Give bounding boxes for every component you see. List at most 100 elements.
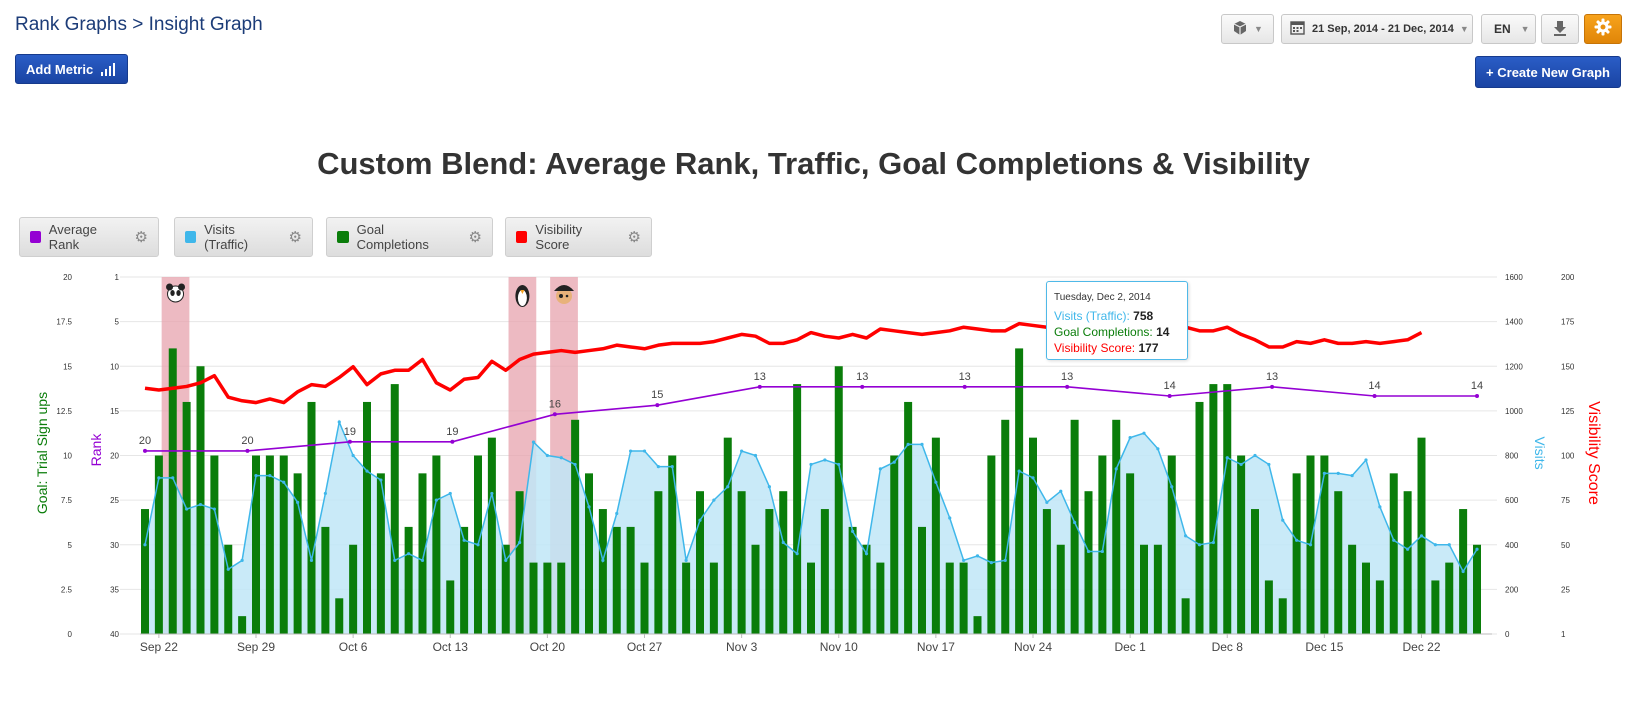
visits-point	[1239, 462, 1243, 467]
legend-goal-completions[interactable]: Goal Completions ⚙	[326, 217, 493, 257]
goal-bar	[1362, 562, 1370, 634]
visits-point	[1170, 485, 1174, 489]
goal-bar	[931, 437, 940, 634]
gear-icon[interactable]: ⚙	[468, 229, 482, 246]
rank-data-label: 14	[1471, 380, 1483, 392]
visits-point	[1322, 471, 1326, 475]
pirate-icon	[554, 285, 575, 304]
visits-point	[198, 502, 203, 507]
visits-point	[656, 465, 660, 469]
goal-bar	[1389, 473, 1398, 634]
visits-tick-label: 0	[1505, 630, 1510, 639]
tooltip-date: Tuesday, Dec 2, 2014	[1054, 292, 1151, 303]
project-selector-dropdown[interactable]: ▼	[1221, 14, 1274, 44]
visibility-line	[144, 316, 1423, 405]
rank-point	[143, 448, 147, 453]
legend-average-rank[interactable]: Average Rank ⚙	[19, 217, 159, 257]
rank-data-label: 13	[1266, 371, 1278, 383]
goal-bar	[238, 616, 247, 634]
goal-bar	[1112, 419, 1121, 634]
download-button[interactable]	[1541, 14, 1579, 44]
goal-bar	[418, 473, 427, 634]
x-tick-label: Oct 13	[433, 640, 469, 654]
panda-face	[167, 285, 185, 303]
goal-bar	[1473, 544, 1481, 634]
language-selector[interactable]: EN ▼	[1481, 14, 1536, 44]
goal-bar	[196, 366, 205, 634]
goal-tick-label: 0	[68, 630, 73, 639]
visits-point	[185, 507, 189, 511]
visibility-axis-title: Visibility Score	[1585, 401, 1602, 505]
visits-point	[1364, 458, 1368, 462]
goal-bar	[460, 526, 469, 634]
goal-bar	[709, 562, 718, 634]
goal-bar	[182, 401, 191, 634]
cube-icon	[1232, 20, 1248, 39]
visits-point	[351, 453, 355, 458]
rank-point	[245, 448, 250, 453]
visits-tick-label: 800	[1505, 452, 1519, 461]
goal-bar	[1056, 544, 1065, 634]
visits-point	[781, 540, 785, 545]
goal-bar	[293, 473, 302, 634]
visibility-tick-label: 100	[1561, 452, 1575, 461]
legend-visits[interactable]: Visits (Traffic) ⚙	[174, 217, 313, 257]
date-range-picker[interactable]: 21 Sep, 2014 - 21 Dec, 2014 ▼	[1281, 14, 1473, 44]
goal-bar	[807, 562, 815, 634]
goal-bar	[862, 544, 871, 634]
rank-data-label: 13	[754, 371, 766, 383]
goal-bar	[848, 526, 857, 634]
goal-bar	[1403, 491, 1412, 634]
visits-point	[878, 467, 882, 471]
visits-point	[1045, 500, 1049, 504]
add-metric-label: Add Metric	[26, 61, 94, 77]
visits-tick-label: 200	[1505, 585, 1519, 594]
pirate-hat	[554, 285, 575, 291]
gear-icon[interactable]: ⚙	[134, 229, 148, 246]
visits-point	[684, 558, 688, 562]
legend-label-visibility: Visibility Score	[535, 222, 583, 252]
visits-point	[753, 453, 758, 458]
goal-bar	[987, 455, 996, 634]
goal-bar	[682, 562, 691, 634]
visits-point	[989, 561, 993, 565]
create-new-graph-button[interactable]: + Create New Graph	[1475, 56, 1621, 88]
visits-point	[864, 552, 869, 556]
visits-point	[1142, 431, 1146, 435]
visits-point	[323, 491, 327, 496]
goal-bar	[1264, 580, 1273, 634]
legend-swatch-rank	[30, 231, 41, 243]
x-tick-label: Oct 20	[530, 640, 566, 654]
goal-bar	[432, 455, 441, 634]
x-tick-label: Dec 1	[1114, 640, 1146, 654]
goal-bar	[487, 437, 496, 634]
visits-point	[767, 485, 771, 489]
download-icon	[1553, 20, 1567, 39]
chart-title: Custom Blend: Average Rank, Traffic, Goa…	[317, 146, 1310, 181]
rank-tick-label: 20	[110, 452, 119, 461]
gear-icon[interactable]: ⚙	[627, 229, 641, 246]
visits-point	[698, 518, 702, 522]
gear-icon[interactable]: ⚙	[288, 229, 302, 246]
breadcrumb-rank-graphs-link[interactable]: Rank Graphs	[15, 14, 127, 35]
rank-point	[1372, 394, 1377, 398]
tooltip-goal-label: Goal Completions:	[1054, 325, 1153, 339]
add-metric-button[interactable]: Add Metric	[15, 54, 128, 84]
goal-bar	[696, 491, 704, 634]
legend-visibility-score[interactable]: Visibility Score ⚙	[505, 217, 652, 257]
visits-point	[1086, 549, 1091, 554]
rank-point	[1475, 394, 1479, 398]
settings-button[interactable]	[1584, 14, 1622, 44]
visibility-tick-label: 50	[1561, 541, 1570, 550]
rank-tick-label: 1	[115, 273, 120, 282]
goal-bar	[154, 455, 163, 634]
rank-data-label: 15	[651, 389, 663, 401]
visits-point	[1433, 543, 1437, 547]
goal-bar	[1084, 491, 1093, 634]
breadcrumb: Rank Graphs > Insight Graph	[15, 14, 263, 36]
visits-point	[1350, 473, 1354, 478]
visits-point	[1336, 471, 1340, 475]
rank-point	[1065, 384, 1070, 389]
legend-swatch-visits	[185, 231, 197, 243]
